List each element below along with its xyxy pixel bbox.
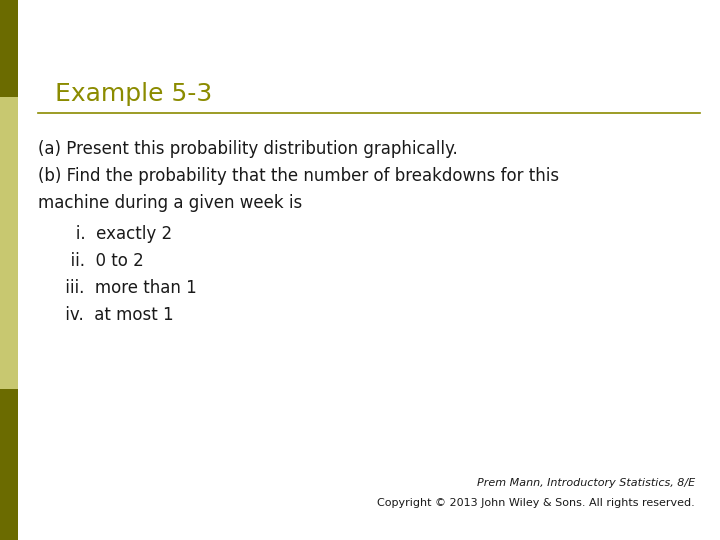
Bar — [0, 389, 18, 540]
Text: machine during a given week is: machine during a given week is — [38, 194, 302, 212]
Bar — [0, 97, 18, 389]
Text: (a) Present this probability distribution graphically.: (a) Present this probability distributio… — [38, 140, 458, 158]
Text: ii.  0 to 2: ii. 0 to 2 — [60, 252, 144, 270]
Text: (b) Find the probability that the number of breakdowns for this: (b) Find the probability that the number… — [38, 167, 559, 185]
Text: i.  exactly 2: i. exactly 2 — [60, 225, 172, 243]
Text: Example 5-3: Example 5-3 — [55, 82, 212, 106]
Text: Copyright © 2013 John Wiley & Sons. All rights reserved.: Copyright © 2013 John Wiley & Sons. All … — [377, 498, 695, 508]
Bar — [0, 0, 18, 97]
Text: Prem Mann, Introductory Statistics, 8/E: Prem Mann, Introductory Statistics, 8/E — [477, 478, 695, 488]
Text: iv.  at most 1: iv. at most 1 — [60, 306, 174, 324]
Text: iii.  more than 1: iii. more than 1 — [60, 279, 197, 297]
